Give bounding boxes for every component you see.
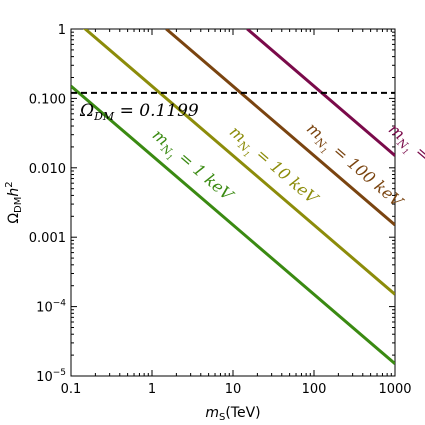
series-line-2 (165, 29, 395, 227)
y-tick-label: 0.001 (29, 231, 66, 246)
y-axis-title: ΩDMh2 (4, 181, 24, 223)
y-tick-label: 10−5 (36, 368, 66, 385)
x-tick-label: 100 (302, 382, 327, 397)
x-tick-label: 1000 (378, 382, 411, 397)
y-tick-label: 0.010 (29, 162, 66, 177)
reference-line-label: ΩDM = 0.1199 (79, 101, 199, 123)
y-tick-label: 1 (58, 23, 66, 38)
y-tick-label: 0.100 (29, 92, 66, 107)
series-line-0 (71, 85, 395, 365)
x-tick-label: 10 (225, 382, 242, 397)
axis-titles: mS(TeV) ΩDMh2 (4, 181, 261, 423)
y-tick-label: 10−4 (36, 299, 66, 316)
series-line-1 (82, 29, 395, 296)
x-tick-label: 1 (148, 382, 156, 397)
x-axis-title: mS(TeV) (205, 405, 260, 423)
axis-ticks: 0.1 1 10 100 1000 10−5 10−4 0.001 0.010 0.100 1 (29, 23, 412, 397)
x-tick-label: 0.1 (61, 382, 82, 397)
